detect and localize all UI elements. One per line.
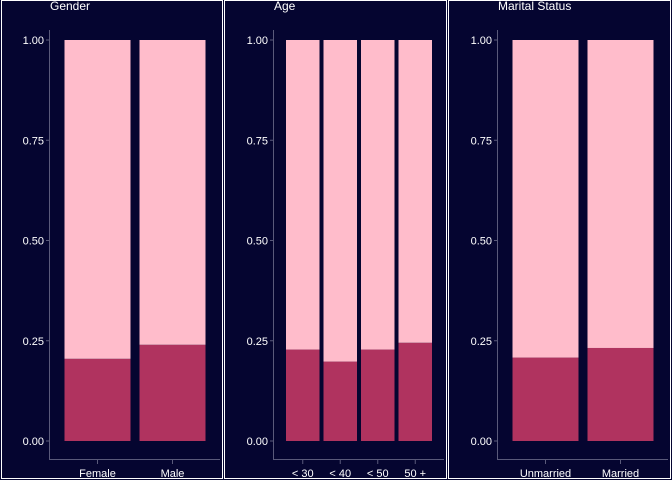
x-tick-label: Female [79,468,116,480]
bar-segment-lower [139,344,206,441]
x-tick-label: < 30 [292,468,314,480]
panel-2: Age 0.00 0.25 0.50 0.75 1.00 < 30 < 40 < 50 50 + [224,0,447,480]
bar-segment-lower [398,342,432,441]
panel-1: Gender 0.00 0.25 0.50 0.75 1.00 Female Male [1,0,223,480]
panel-border [448,0,671,479]
bar-segment-upper [64,40,131,359]
bar-segment-upper [398,40,432,343]
bar-segment-lower [323,361,357,441]
x-tick-label: Married [602,468,639,480]
y-tick-label: 0.25 [471,336,492,348]
bar-segment-upper [139,40,206,345]
bar-segment-upper [361,40,395,350]
y-tick-label: 1.00 [247,35,268,47]
y-tick-label: 0.00 [471,436,492,448]
panel-border [224,0,447,479]
y-tick-label: 0.00 [247,436,268,448]
y-tick-label: 0.00 [23,436,44,448]
x-tick-label: < 40 [329,468,351,480]
x-tick-label: Male [161,468,185,480]
x-tick-label: 50 + [404,468,426,480]
y-tick-label: 0.25 [23,336,44,348]
panel-title: Age [274,0,296,13]
y-tick-label: 1.00 [471,35,492,47]
panel-border [1,0,223,479]
bar-segment-lower [286,349,320,441]
bar-segment-lower [361,349,395,441]
y-tick-label: 0.50 [247,236,268,248]
bar-segment-lower [64,358,131,441]
panel-title: Marital Status [498,0,571,13]
panel-title: Gender [50,0,90,13]
y-tick-label: 0.75 [23,135,44,147]
x-tick-label: Unmarried [520,468,571,480]
bar-segment-lower [512,357,579,441]
y-tick-label: 1.00 [23,35,44,47]
bar-segment-upper [512,40,579,358]
y-tick-label: 0.75 [247,135,268,147]
x-tick-label: < 50 [367,468,389,480]
y-tick-label: 0.75 [471,135,492,147]
y-tick-label: 0.50 [23,236,44,248]
bar-segment-upper [323,40,357,362]
bar-segment-upper [587,40,654,348]
y-tick-label: 0.50 [471,236,492,248]
bar-segment-lower [587,347,654,441]
bar-segment-upper [286,40,320,350]
y-tick-label: 0.25 [247,336,268,348]
panel-3: Marital Status 0.00 0.25 0.50 0.75 1.00 Unmarr… [448,0,671,480]
